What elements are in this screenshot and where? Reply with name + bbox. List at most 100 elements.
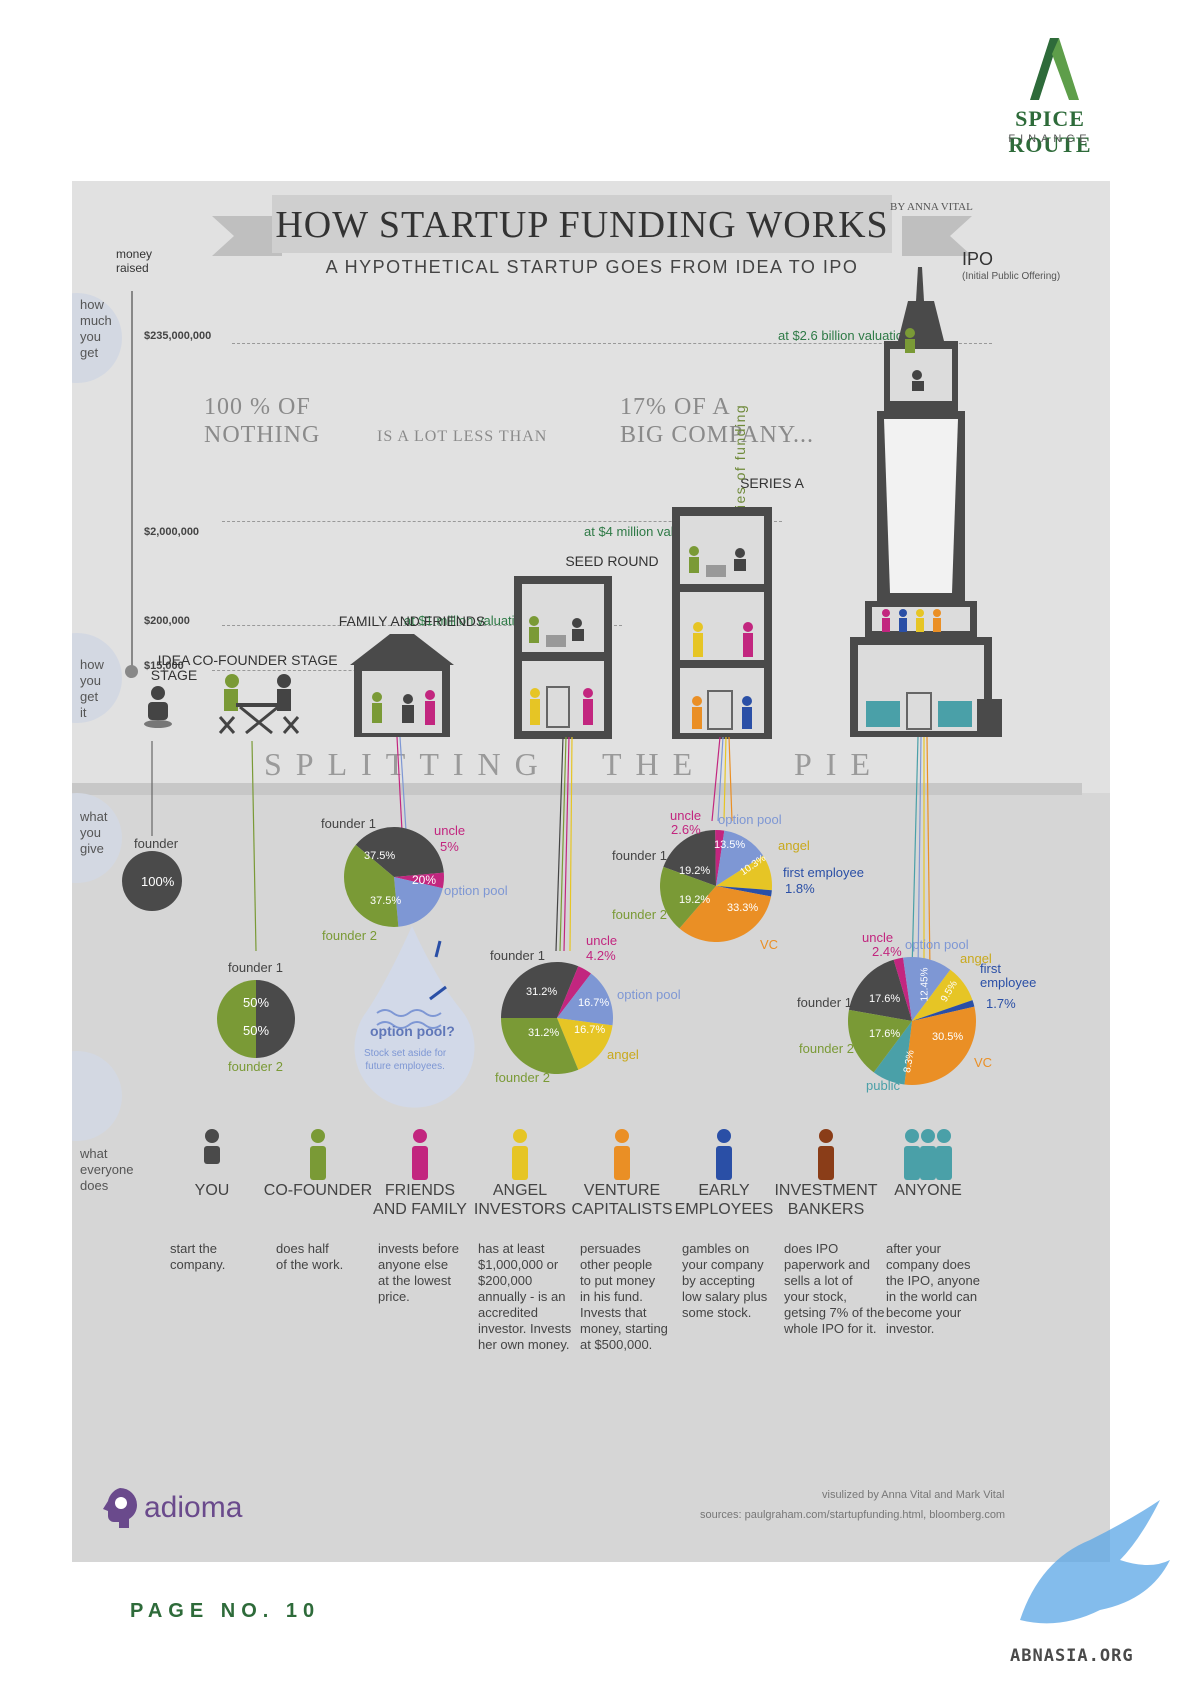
cof-founder1-label: founder 1 [228, 960, 283, 975]
idea-founder-label: founder [134, 836, 179, 851]
how-get-label: how you get it [80, 657, 104, 720]
ipo-uncle-pct: 2.4% [872, 944, 902, 959]
seed-building-icon [514, 576, 612, 739]
ipo-angel-label: angel [960, 951, 992, 966]
ipo-pie-slice-4 [912, 1000, 975, 1021]
watermark-text: ABNASIA.ORG [1010, 1646, 1134, 1666]
role-4-desc: persuades other people to put money in h… [580, 1241, 668, 1352]
sa-founder1-label: founder 1 [612, 848, 667, 863]
role-1-name: CO-FOUNDER [263, 1182, 373, 1199]
ipo-pie-slice-0 [848, 959, 912, 1021]
ipo-label: IPO [962, 249, 994, 269]
sa-founder2-label: founder 2 [612, 907, 667, 922]
role-7-figure-icon [904, 1129, 952, 1180]
ipo-v5: 30.5% [932, 1031, 964, 1043]
dash-235m [232, 343, 992, 344]
role-icons [204, 1129, 952, 1180]
adioma-logo-icon [103, 1488, 137, 1528]
ipo-pie-slice-5 [904, 1006, 977, 1085]
ipo-skyscraper-icon [850, 267, 1002, 737]
family-pie-slice-2 [394, 877, 443, 927]
ipo-founder1-label: founder 1 [797, 995, 852, 1010]
seriesA-pie-slice-5 [679, 886, 772, 942]
how-much-label: how much you get [80, 297, 112, 360]
role-4-name: VENTURE CAPITALISTS [571, 1182, 673, 1218]
seed-uncle-pct: 4.2% [586, 948, 616, 963]
stage-idea: IDEA STAGE [150, 652, 198, 683]
ipo-v1: 17.6% [869, 993, 901, 1005]
seed-option-label: option pool [617, 987, 681, 1002]
role-1-figure-icon [310, 1129, 326, 1180]
quote-middle: IS A LOT LESS THAN [377, 428, 548, 445]
poster-subtitle: A HYPOTHETICAL STARTUP GOES FROM IDEA TO… [325, 257, 859, 277]
sa-angel-label: angel [778, 838, 810, 853]
role-7-desc: after your company does the IPO, anyone … [886, 1241, 980, 1336]
cof-v1: 50% [243, 995, 270, 1010]
cof-founder2-label: founder 2 [228, 1059, 283, 1074]
sa-v3: 13.5% [714, 839, 746, 851]
role-0-figure-icon [204, 1129, 220, 1164]
byline: BY ANNA VITAL [890, 201, 973, 213]
seriesA-pie-slice-6 [660, 866, 716, 929]
role-6-figure-icon [818, 1129, 834, 1180]
option-pool-drop-icon [354, 926, 475, 1108]
seed-pie-slice-1 [557, 966, 592, 1018]
ipo-v2: 17.6% [869, 1028, 901, 1040]
amount-15k: $15,000 [144, 660, 184, 672]
role-0-desc: start the company. [170, 1241, 226, 1272]
valuation-family: at $1 million valuation [404, 613, 530, 628]
fam-v2: 37.5% [370, 895, 402, 907]
fam-uncle-pct: 5% [440, 839, 459, 854]
option-note-title: option pool? [370, 1023, 455, 1039]
sa-uncle-label: uncle [670, 808, 702, 823]
page-number: PAGE NO. 10 [130, 1600, 321, 1622]
sa-option-label: option pool [718, 812, 782, 827]
infographic-poster: HOW STARTUP FUNDING WORKS BY ANNA VITAL … [72, 181, 1110, 1562]
cofounder-pie-slice-0 [256, 980, 295, 1058]
ipo-fe-label: first employee [980, 961, 1037, 990]
stage-illustrations [144, 267, 1002, 739]
role-5-desc: gambles on your company by accepting low… [682, 1241, 768, 1320]
ipo-pie [847, 957, 977, 1085]
axis-dot [125, 665, 138, 678]
ipo-vc-label: VC [974, 1055, 993, 1070]
family-pie [343, 826, 444, 927]
money-raised-label: money raised [116, 247, 153, 275]
fam-v3: 20% [412, 873, 437, 887]
sa-fe-pct: 1.8% [785, 881, 815, 896]
connector-lines [151, 736, 931, 972]
seriesA-pie-slice-0 [663, 830, 716, 886]
ipo-sub: (Initial Public Offering) [962, 271, 1061, 282]
quote-left: 100 % OF NOTHING [204, 394, 321, 448]
amount-235m: $235,000,000 [144, 330, 212, 342]
seriesA-pie-slice-2 [716, 830, 764, 886]
ipo-public-label: public [866, 1078, 900, 1093]
amount-2m: $2,000,000 [144, 526, 200, 538]
pie-charts [122, 736, 977, 1108]
brand-sub: FINANCE [1008, 133, 1092, 145]
the-word: THE [602, 746, 707, 782]
bird-watermark-icon [1020, 1500, 1170, 1624]
seed-uncle-label: uncle [586, 933, 618, 948]
money-axis [131, 291, 133, 671]
fam-uncle-label: uncle [434, 823, 466, 838]
sa-fe-label: first employee [783, 865, 864, 880]
ipo-option-label: option pool [905, 937, 969, 952]
ipo-pie-slice-3 [912, 969, 973, 1021]
seed-v1: 31.2% [526, 986, 558, 998]
seriesA-pie-slice-3 [716, 855, 772, 891]
amount-200k: $200,000 [144, 615, 190, 627]
family-pie-slice-1 [394, 872, 444, 889]
seed-founder2-label: founder 2 [495, 1070, 550, 1085]
ipo-pie-slice-6 [873, 1021, 912, 1085]
role-4-figure-icon [614, 1129, 630, 1180]
fam-v1: 37.5% [364, 850, 396, 862]
ipo-pie-slice-1 [893, 957, 912, 1021]
seed-pie-slice-4 [501, 1018, 579, 1074]
role-5-figure-icon [716, 1129, 732, 1180]
role-6-name: INVESTMENT BANKERS [774, 1182, 878, 1218]
role-3-desc: has at least $1,000,000 or $200,000 annu… [478, 1241, 572, 1352]
adioma-brand: adioma [144, 1491, 243, 1524]
dash-2m [222, 521, 782, 522]
ribbon-tails [212, 216, 972, 256]
